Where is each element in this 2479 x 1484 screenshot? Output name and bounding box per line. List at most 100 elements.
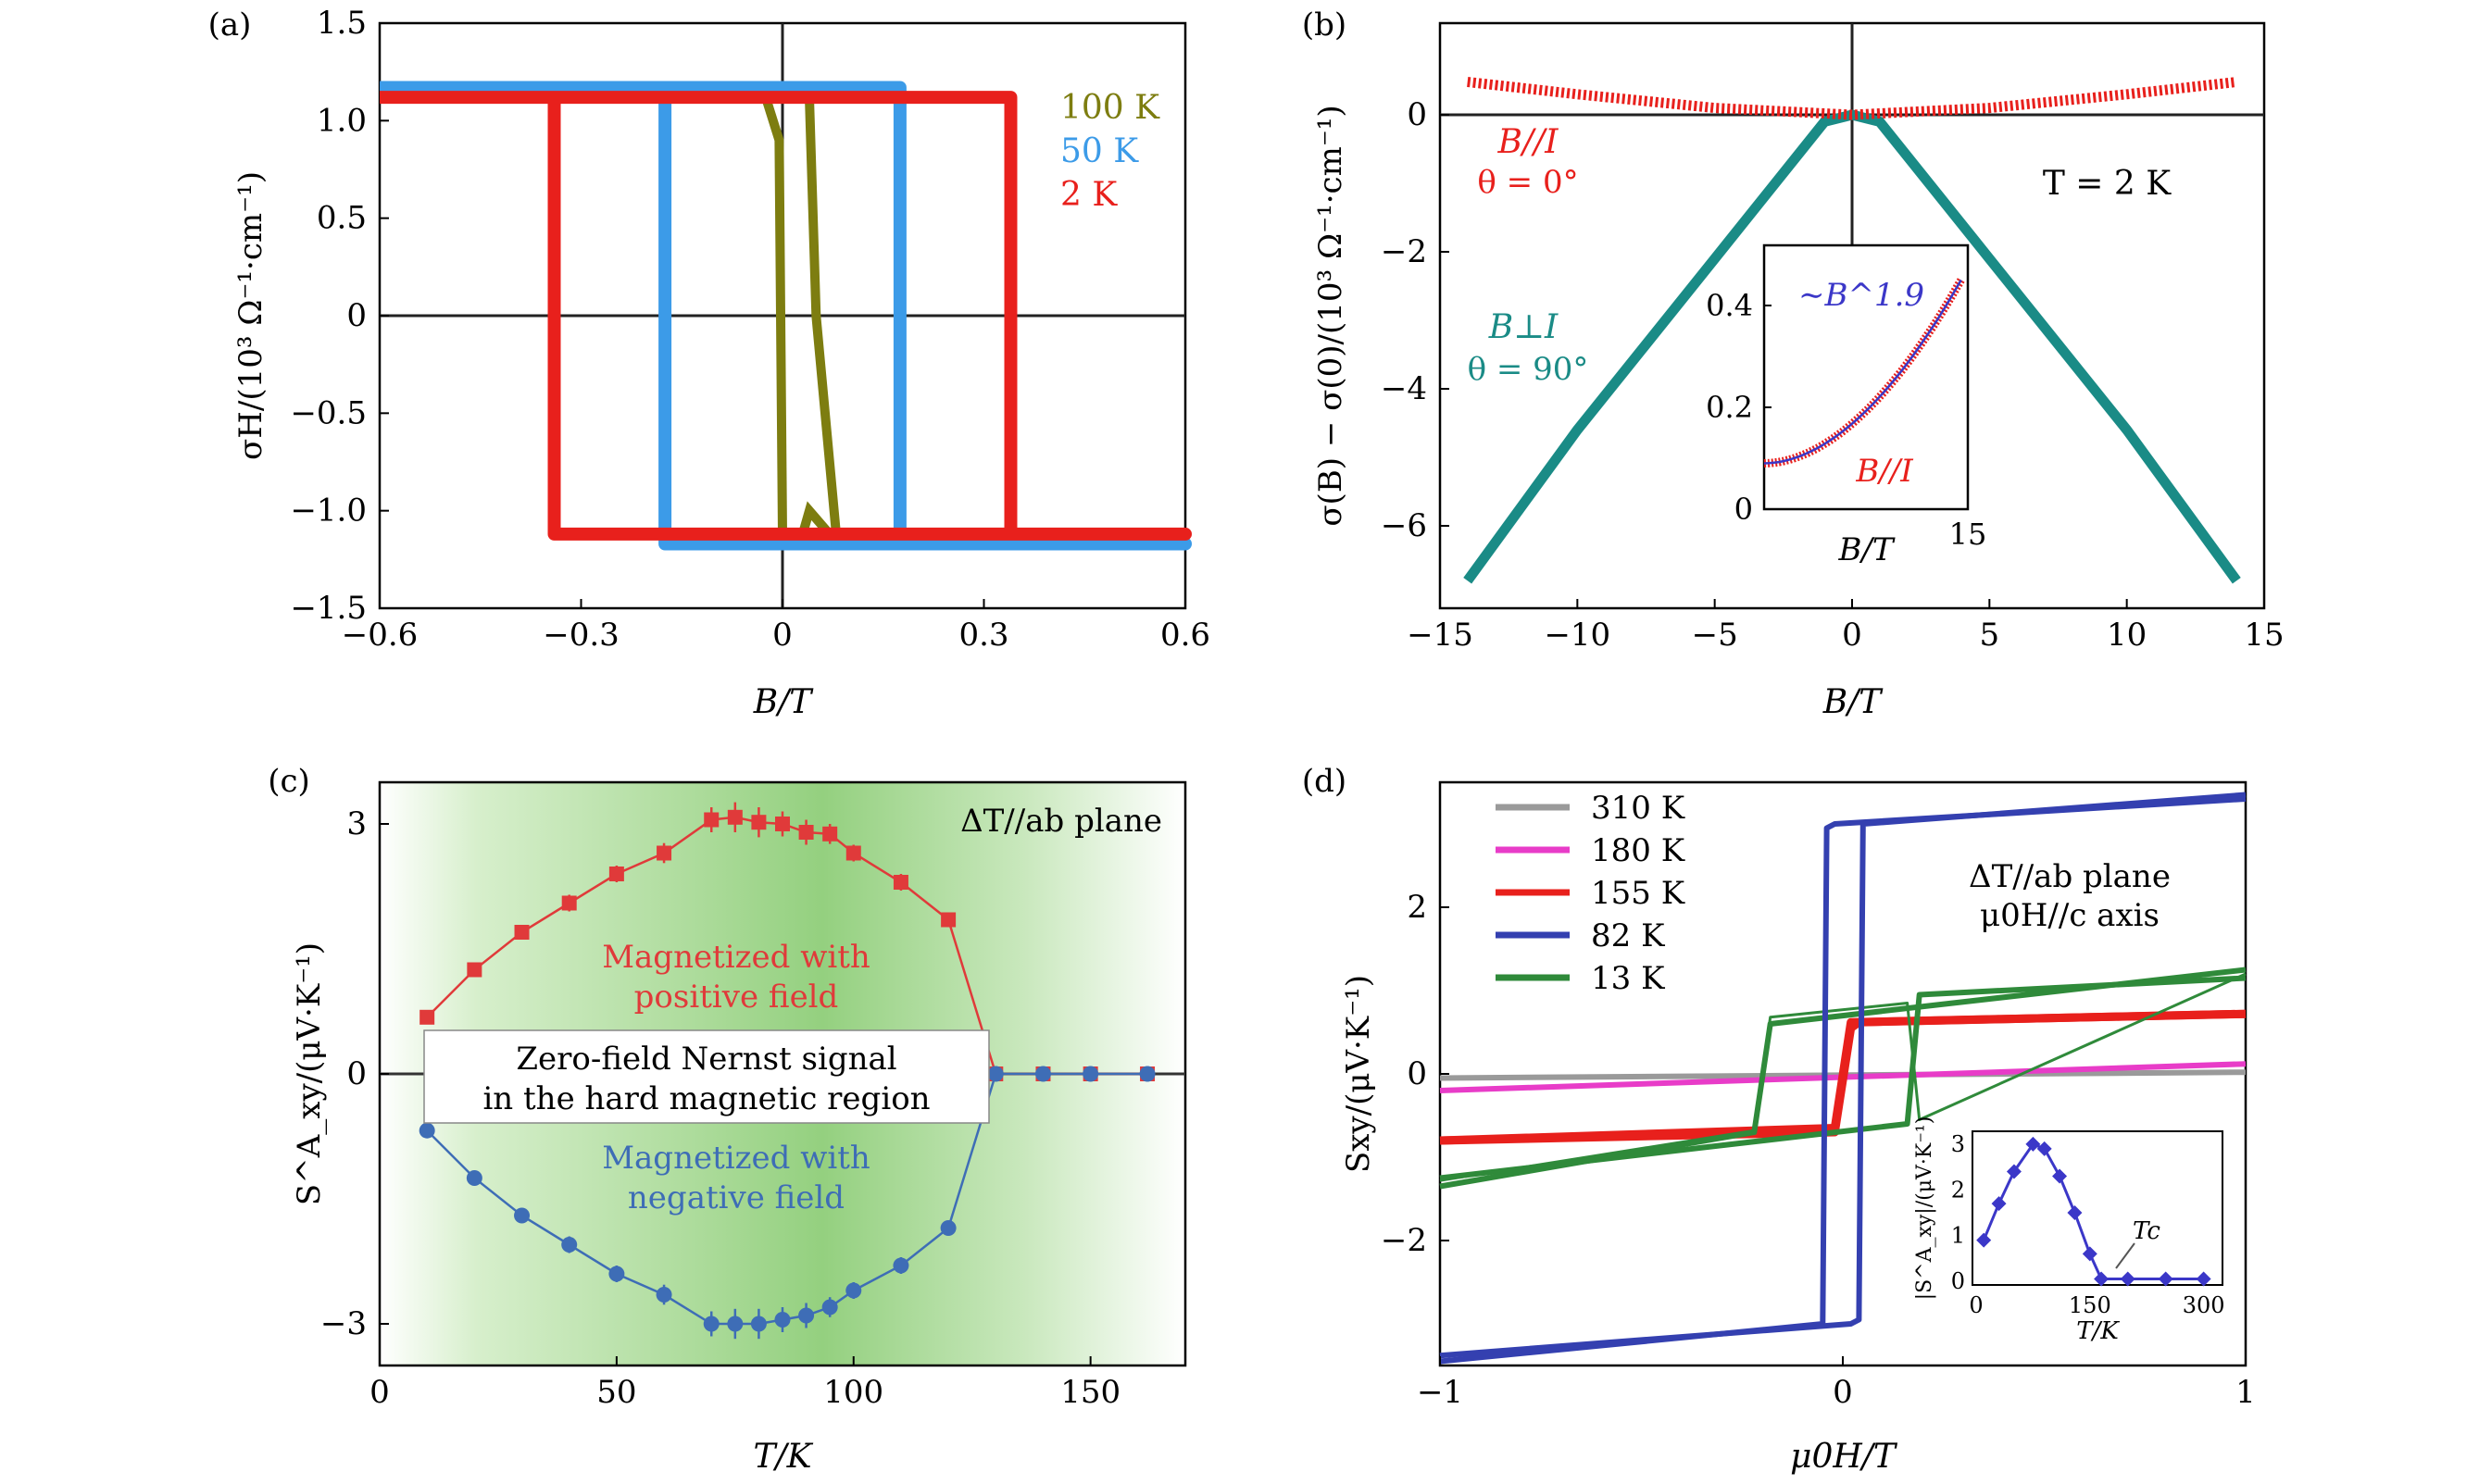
marker-pos xyxy=(561,895,577,911)
panel-c-ytick-label: 3 xyxy=(346,805,367,842)
panel-b-xlabel: B/T xyxy=(1822,683,1884,721)
inset-b-xlabel: B/T xyxy=(1837,531,1895,568)
inset-d-marker xyxy=(2120,1271,2135,1287)
inset-d-marker xyxy=(2094,1271,2110,1287)
panel-a-ytick-label: −0.5 xyxy=(290,394,367,431)
panel-c-ytick-label: 0 xyxy=(346,1055,367,1092)
panel-a-ytick-label: 1.0 xyxy=(317,102,367,139)
inset-d-xtick-label: 150 xyxy=(2069,1292,2111,1318)
inset-d-marker xyxy=(2196,1271,2211,1287)
series-50K-loop xyxy=(380,81,1192,551)
legend-a-0: 100 K xyxy=(1060,89,1160,127)
annot-b-theta90: θ = 90° xyxy=(1468,351,1589,388)
inset-d-xtick-label: 0 xyxy=(1969,1292,1983,1318)
inset-b-fit xyxy=(1763,279,1962,465)
panel-b-ytick-label: 0 xyxy=(1407,96,1427,133)
panel-a-ytick-label: 0 xyxy=(346,297,367,334)
inset-d-marker xyxy=(1991,1196,2007,1212)
panel-b-xtick-label: 0 xyxy=(1842,617,1862,654)
panel-d-ytick-label: −2 xyxy=(1381,1222,1427,1259)
annot-b-perp: B⊥I xyxy=(1488,308,1559,346)
annot-c-box-2: in the hard magnetic region xyxy=(482,1080,930,1117)
annot-b-temp: T = 2 K xyxy=(2043,165,2172,203)
marker-neg xyxy=(940,1220,957,1236)
panel-a-ytick-label: −1.5 xyxy=(290,590,367,627)
series-2K-loop xyxy=(380,91,1192,541)
annot-c-neg-2: negative field xyxy=(628,1179,845,1216)
panel-a-xtick-label: −0.3 xyxy=(543,617,620,654)
annot-b-par: B//I xyxy=(1497,123,1559,161)
annot-c-corner: ΔT//ab plane xyxy=(960,803,1162,840)
marker-neg xyxy=(703,1316,720,1332)
annot-c-pos-1: Magnetized with xyxy=(602,939,870,976)
panel-d-xtick-label: 1 xyxy=(2235,1374,2256,1411)
legend-a-2: 2 K xyxy=(1060,176,1118,214)
inset-d-ytick-label: 1 xyxy=(1951,1223,1965,1249)
marker-neg xyxy=(514,1207,531,1224)
series-155K-down xyxy=(1439,1009,2247,1145)
marker-neg xyxy=(1139,1066,1156,1082)
panel-d-inset-frame xyxy=(1972,1130,2223,1286)
marker-neg xyxy=(466,1170,482,1186)
annot-d-2: μ0H//c axis xyxy=(1980,897,2160,934)
annot-b-theta0: θ = 0° xyxy=(1477,164,1578,201)
annot-c-pos-2: positive field xyxy=(634,979,839,1016)
marker-neg xyxy=(561,1237,578,1253)
marker-neg xyxy=(845,1282,862,1299)
inset-d-ylabel: |S^A_xy|/(μV·K⁻¹) xyxy=(1913,1116,1936,1301)
panel-c-ytick-label: −3 xyxy=(320,1305,367,1342)
marker-pos xyxy=(704,812,720,828)
panel-b-inset-frame xyxy=(1762,243,1970,511)
panel-d-xtick-label: −1 xyxy=(1417,1374,1463,1411)
inset-d-marker xyxy=(2025,1136,2041,1152)
legend-d-label-0: 310 K xyxy=(1591,790,1685,827)
marker-pos xyxy=(657,845,672,861)
inset-b-xtick-label: 15 xyxy=(1949,517,1987,552)
panel-label-a: (a) xyxy=(208,6,252,44)
panel-a-ytick-label: −1.0 xyxy=(290,493,367,530)
panel-c-xtick-label: 150 xyxy=(1060,1374,1121,1411)
marker-pos xyxy=(941,912,957,928)
legend-a-1: 50 K xyxy=(1060,132,1139,170)
marker-neg xyxy=(656,1287,672,1303)
panel-a-xtick-label: 0.6 xyxy=(1160,617,1210,654)
panel-label-d: (d) xyxy=(1302,763,1346,800)
annot-c-box xyxy=(423,1029,990,1124)
inset-d-marker xyxy=(2082,1246,2097,1262)
panel-d-ytick-label: 2 xyxy=(1407,889,1427,926)
marker-neg xyxy=(750,1316,767,1332)
panel-d-ylabel: Sxy/(μV·K⁻¹) xyxy=(1340,975,1377,1173)
marker-neg xyxy=(821,1299,838,1316)
inset-d-marker xyxy=(2052,1168,2068,1184)
marker-neg xyxy=(1083,1066,1099,1082)
panel-a-ylabel: σH/(10³ Ω⁻¹·cm⁻¹) xyxy=(232,171,269,460)
inset-d-xlabel: T/K xyxy=(2076,1317,2120,1345)
marker-pos xyxy=(608,867,624,881)
inset-d-marker xyxy=(2158,1271,2173,1287)
inset-d-tc-label: Tc xyxy=(2133,1217,2160,1245)
inset-d-marker xyxy=(2036,1141,2052,1156)
panel-c-ylabel: S^A_xy/(μV·K⁻¹) xyxy=(291,942,328,1205)
marker-neg xyxy=(774,1312,791,1328)
legend-d-label-2: 155 K xyxy=(1591,875,1685,912)
marker-pos xyxy=(775,817,790,831)
inset-b-ytick-label: 0 xyxy=(1734,492,1753,527)
panel-label-c: (c) xyxy=(268,763,310,800)
inset-d-marker xyxy=(2006,1164,2022,1179)
panel-c-xlabel: T/K xyxy=(753,1438,813,1476)
panel-b-xtick-label: −5 xyxy=(1692,617,1738,654)
panel-a-xtick-label: −0.6 xyxy=(342,617,419,654)
inset-d-ytick-label: 0 xyxy=(1951,1268,1965,1294)
panel-b-ytick-label: −6 xyxy=(1381,507,1427,544)
panel-b-ytick-label: −4 xyxy=(1381,370,1427,407)
marker-pos xyxy=(822,826,838,842)
inset-d-ytick-label: 2 xyxy=(1951,1177,1965,1203)
panel-b-xtick-label: 15 xyxy=(2244,617,2284,654)
panel-a-ytick-label: 1.5 xyxy=(317,5,367,42)
marker-pos xyxy=(727,809,743,825)
inset-d-marker xyxy=(2067,1204,2083,1220)
marker-neg xyxy=(419,1122,435,1139)
inset-d-xtick-label: 300 xyxy=(2183,1292,2225,1318)
